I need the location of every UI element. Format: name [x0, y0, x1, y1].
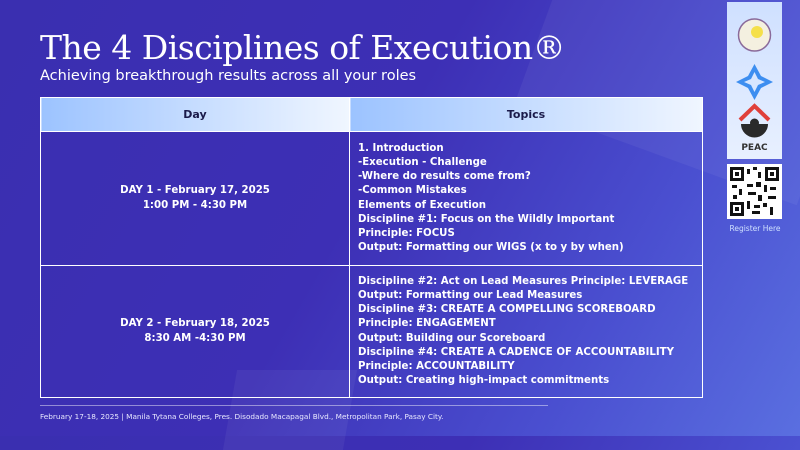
table-header: Day Topics [40, 97, 703, 132]
topic-item: Output: Formatting our WIGS (x to y by w… [358, 242, 624, 254]
topic-item: Discipline #2: Act on Lead Measures Prin… [358, 275, 689, 287]
topics-cell: Discipline #2: Act on Lead Measures Prin… [349, 265, 703, 398]
column-header-day: Day [40, 97, 350, 132]
schedule-table: Day Topics DAY 1 - February 17, 2025 1:0… [40, 97, 703, 398]
topic-item: Principle: ENGAGEMENT [358, 318, 496, 330]
topic-item: Output: Building our Scoreboard [358, 332, 546, 344]
column-header-topics: Topics [349, 97, 703, 132]
svg-text:PEAC: PEAC [741, 143, 768, 153]
topic-item: Discipline #3: CREATE A COMPELLING SCORE… [358, 304, 656, 316]
topic-item: Discipline #1: Focus on the Wildly Impor… [358, 213, 615, 225]
partner-logos: PEAC [727, 2, 782, 159]
topic-item: Principle: FOCUS [358, 227, 455, 239]
peac-logo-icon: PEAC [738, 103, 771, 153]
topic-item: Principle: ACCOUNTABILITY [358, 360, 515, 372]
footer-divider [40, 405, 548, 406]
topic-item: -Where do results come from? [358, 171, 531, 183]
footer-venue: February 17-18, 2025 | Manila Tytana Col… [40, 412, 444, 421]
star-logo-icon [736, 64, 773, 100]
page-title: The 4 Disciplines of Execution® [40, 28, 566, 67]
topic-item: Discipline #4: CREATE A CADENCE OF ACCOU… [358, 346, 674, 358]
topic-item: -Execution - Challenge [358, 156, 487, 168]
table-row: DAY 1 - February 17, 2025 1:00 PM - 4:30… [40, 131, 703, 266]
topic-item: Output: Formatting our Lead Measures [358, 289, 583, 301]
register-here-link[interactable]: Register Here [729, 224, 781, 233]
table-row: DAY 2 - February 18, 2025 8:30 AM -4:30 … [40, 265, 703, 398]
day-cell: DAY 1 - February 17, 2025 1:00 PM - 4:30… [40, 131, 350, 266]
day-time: 1:00 PM - 4:30 PM [142, 199, 248, 211]
page-subtitle: Achieving breakthrough results across al… [40, 68, 417, 84]
day-time: 8:30 AM -4:30 PM [144, 332, 246, 344]
register-qr-code[interactable] [727, 164, 782, 219]
topic-item: Output: Creating high-impact commitments [358, 375, 610, 387]
day-label: DAY 1 - February 17, 2025 [120, 185, 270, 197]
topic-item: -Common Mistakes [358, 185, 467, 197]
day-cell: DAY 2 - February 18, 2025 8:30 AM -4:30 … [40, 265, 350, 398]
day-label: DAY 2 - February 18, 2025 [120, 318, 270, 330]
topic-item: Elements of Execution [358, 199, 486, 211]
topic-item: 1. Introduction [358, 142, 444, 154]
qr-code-icon [730, 167, 779, 216]
seal-logo-icon [737, 18, 772, 52]
topics-cell: 1. Introduction -Execution - Challenge -… [349, 131, 703, 266]
